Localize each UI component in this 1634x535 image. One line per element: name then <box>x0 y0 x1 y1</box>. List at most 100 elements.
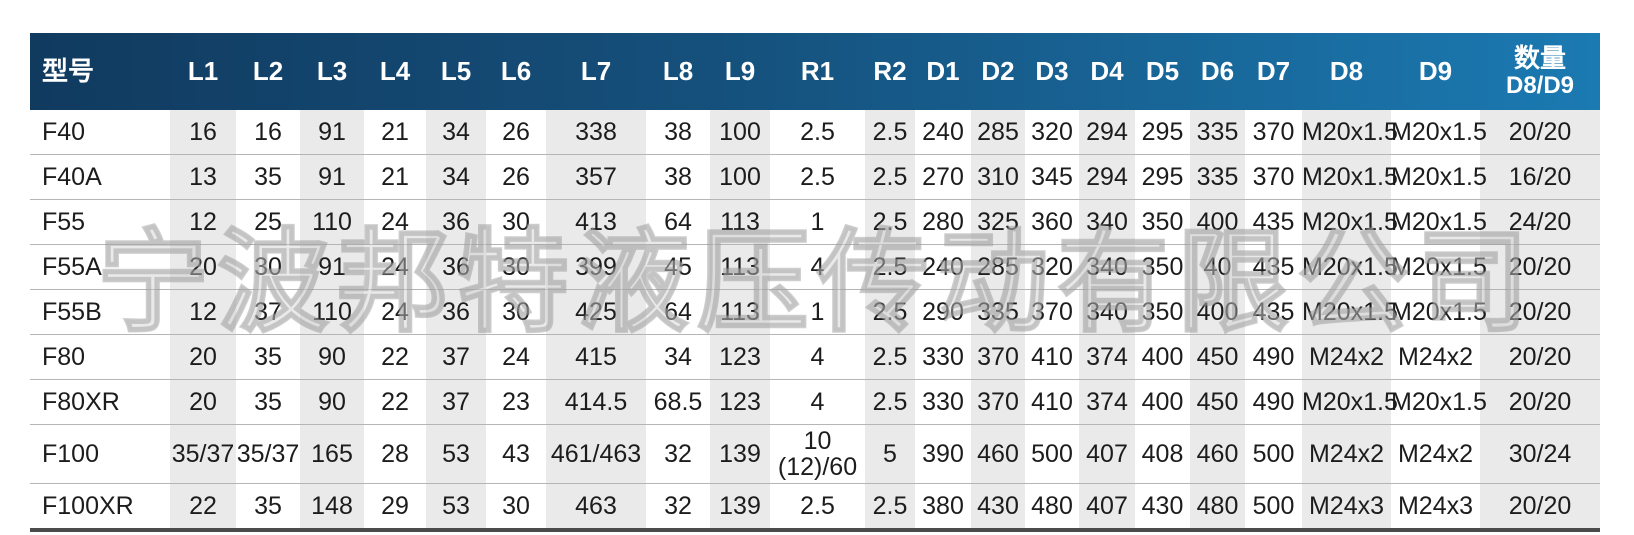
cell-F40A-L6: 26 <box>486 154 546 200</box>
cell-F40A-R1: 2.5 <box>770 154 865 200</box>
model-cell-F80: F80 <box>30 334 170 380</box>
column-header-D4: D4 <box>1090 56 1124 87</box>
cell-F55-qty: 24/20 <box>1480 199 1600 245</box>
cell-F80XR-D8: M20x1.5 <box>1302 379 1398 425</box>
cell-F80XR-D4: 374 <box>1079 379 1135 425</box>
cell-F80XR-D6: 450 <box>1190 379 1245 425</box>
cell-F40-D9: M20x1.5 <box>1391 110 1487 155</box>
cell-F100XR-L6: 30 <box>502 491 530 520</box>
model-cell-F40: F40 <box>30 110 170 155</box>
cell-F55B-L9: 113 <box>710 289 770 335</box>
cell-F55A-D4: 340 <box>1079 244 1135 290</box>
cell-F80XR-D2: 370 <box>971 379 1025 425</box>
cell-F55B-L7: 425 <box>546 289 646 335</box>
cell-F40A-D8: M20x1.5 <box>1302 154 1398 200</box>
cell-F100XR-D8: M24x3 <box>1302 483 1391 530</box>
cell-F55A-D6: 40 <box>1190 244 1245 290</box>
cell-F80-D5: 400 <box>1135 334 1190 380</box>
column-header-model: 型号 <box>42 56 95 87</box>
cell-F55A-D1: 240 <box>915 244 971 290</box>
cell-F55-L5: 36 <box>426 199 486 245</box>
column-header-D3: D3 <box>1035 56 1069 87</box>
column-header-D6: D6 <box>1200 56 1235 87</box>
cell-F40A-L1: 13 <box>170 154 236 200</box>
cell-F100XR-D5: 430 <box>1141 491 1184 520</box>
cell-F80XR-L9: 123 <box>710 379 770 425</box>
table-row-F55A: F55A 20 30 91 24 36 30 399 45 113 4 2.5 240 285 320 340… <box>30 244 1600 290</box>
cell-F55-L2: 25 <box>236 199 300 245</box>
cell-F80XR-L8: 68.5 <box>646 379 710 425</box>
cell-F55-L9: 113 <box>710 199 770 245</box>
cell-F55-L8: 64 <box>646 199 710 245</box>
cell-F100XR-L7: 463 <box>546 483 646 530</box>
cell-F40-R2: 2.5 <box>865 110 915 155</box>
column-header-qty: 数量 D8/D9 <box>1505 43 1575 99</box>
cell-F100XR-D1: 380 <box>922 491 964 520</box>
cell-F55B-L8: 64 <box>646 289 710 335</box>
cell-F100XR-L9: 139 <box>710 483 770 530</box>
cell-F100-D7: 500 <box>1245 424 1302 484</box>
cell-F40A-L3: 91 <box>300 154 364 200</box>
cell-F80XR-L7: 414.5 <box>546 379 646 425</box>
cell-F40A-L9: 100 <box>710 154 770 200</box>
cell-F100XR-D3: 480 <box>1031 491 1073 520</box>
cell-F80-D7: 490 <box>1245 334 1302 380</box>
cell-F40A-L5: 34 <box>426 154 486 200</box>
table-row-F55B: F55B 12 37 110 24 36 30 425 64 113 1 2.5 290 335 370 34… <box>30 289 1600 335</box>
table-row-F80XR: F80XR 20 35 90 22 37 23 414.5 68.5 123 4 2.5 330 370 4… <box>30 379 1600 425</box>
cell-F55B-D7: 435 <box>1245 289 1302 335</box>
column-header-L8: L8 <box>662 56 694 87</box>
cell-F40A-D7: 370 <box>1245 154 1302 200</box>
cell-F40A-D4: 294 <box>1079 154 1135 200</box>
cell-F100-D9: M24x2 <box>1391 424 1480 484</box>
cell-F55A-L9: 113 <box>710 244 770 290</box>
cell-F55B-D2: 335 <box>971 289 1025 335</box>
model-cell-F55B: F55B <box>30 289 170 335</box>
cell-F80XR-L4: 22 <box>364 379 426 425</box>
cell-F55-R1: 1 <box>770 199 865 245</box>
cell-F100XR-D4: 407 <box>1079 483 1135 530</box>
cell-F40-D7: 370 <box>1245 110 1302 155</box>
cell-F100XR-R1: 2.5 <box>800 491 835 520</box>
cell-F100-qty: 30/24 <box>1480 424 1600 484</box>
cell-F55-D8: M20x1.5 <box>1302 199 1398 245</box>
column-header-D1: D1 <box>926 56 960 87</box>
cell-F100-D5: 408 <box>1135 424 1190 484</box>
column-header-L5: L5 <box>440 56 472 87</box>
cell-F55-D9: M20x1.5 <box>1391 199 1487 245</box>
cell-F80-L8: 34 <box>646 334 710 380</box>
cell-F55A-D7: 435 <box>1245 244 1302 290</box>
cell-F40-D5: 295 <box>1135 110 1190 155</box>
cell-F80-L3: 90 <box>300 334 364 380</box>
table-row-F80: F80 20 35 90 22 37 24 415 34 123 4 2.5 330 370 410 374 4… <box>30 334 1600 380</box>
column-header-D5: D5 <box>1145 56 1180 87</box>
cell-F55-D2: 325 <box>971 199 1025 245</box>
cell-F40-L4: 21 <box>364 110 426 155</box>
cell-F40A-D9: M20x1.5 <box>1391 154 1487 200</box>
cell-F55B-D3: 370 <box>1025 289 1079 335</box>
cell-F40A-L8: 38 <box>646 154 710 200</box>
cell-F40A-L4: 21 <box>364 154 426 200</box>
column-header-L9: L9 <box>724 56 756 87</box>
cell-F80-L9: 123 <box>710 334 770 380</box>
cell-F80XR-D7: 490 <box>1245 379 1302 425</box>
cell-F55B-D6: 400 <box>1190 289 1245 335</box>
model-cell-F55A: F55A <box>30 244 170 290</box>
cell-F40-L9: 100 <box>710 110 770 155</box>
cell-F55-D6: 400 <box>1190 199 1245 245</box>
cell-F40A-D5: 295 <box>1135 154 1190 200</box>
cell-F80-D1: 330 <box>915 334 971 380</box>
table-row-F100: F100 35/37 35/37 165 28 53 43 461/463 32 139 10 (1… <box>30 424 1600 484</box>
cell-F100-L3: 165 <box>300 424 364 484</box>
cell-F80XR-qty: 20/20 <box>1480 379 1600 425</box>
cell-F55B-qty: 20/20 <box>1480 289 1600 335</box>
cell-F100XR-L2: 35 <box>254 491 282 520</box>
cell-F100-D8: M24x2 <box>1302 424 1391 484</box>
cell-F100XR-D7: 500 <box>1252 491 1295 520</box>
cell-F55A-R2: 2.5 <box>865 244 915 290</box>
cell-F40-L1: 16 <box>170 110 236 155</box>
cell-F100XR-L4: 29 <box>381 491 409 520</box>
cell-F100-D2: 460 <box>971 424 1025 484</box>
cell-F55B-L4: 24 <box>364 289 426 335</box>
column-header-L2: L2 <box>252 56 284 87</box>
